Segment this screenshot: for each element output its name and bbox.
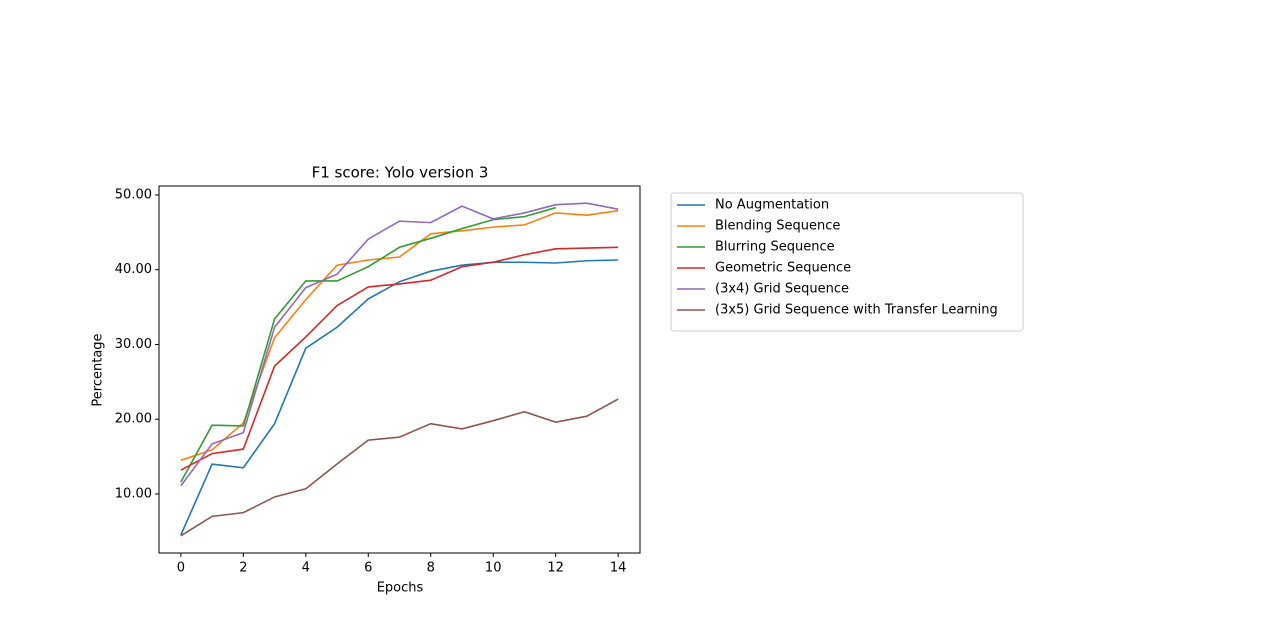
y-tick-label: 30.00: [115, 337, 152, 352]
legend-label: Geometric Sequence: [715, 261, 851, 276]
legend-box: [670, 192, 1024, 332]
x-axis-label: Epochs: [377, 581, 424, 596]
y-tick-label: 40.00: [115, 262, 152, 277]
series-line: [180, 259, 619, 536]
x-tick-label: 10: [485, 561, 502, 576]
legend-label: Blending Sequence: [715, 219, 840, 234]
plot-frame: [158, 185, 641, 554]
y-tick-label: 50.00: [115, 187, 152, 202]
legend-label: (3x5) Grid Sequence with Transfer Learni…: [715, 303, 998, 318]
y-axis-label: Percentage: [91, 333, 106, 406]
x-tick-label: 4: [302, 561, 310, 576]
series-line: [180, 202, 619, 487]
series-line: [180, 209, 619, 462]
legend-label: Blurring Sequence: [715, 240, 835, 255]
x-tick-label: 8: [427, 561, 435, 576]
y-tick-label: 10.00: [115, 486, 152, 501]
x-tick-label: 12: [547, 561, 564, 576]
legend-label: (3x4) Grid Sequence: [715, 282, 849, 297]
series-line: [180, 246, 619, 471]
series-line: [180, 398, 619, 537]
chart-title: F1 score: Yolo version 3: [312, 164, 489, 182]
legend-label: No Augmentation: [715, 198, 829, 213]
x-tick-label: 0: [177, 561, 185, 576]
x-tick-label: 2: [239, 561, 247, 576]
x-tick-label: 6: [364, 561, 372, 576]
x-tick-label: 14: [610, 561, 627, 576]
y-tick-label: 20.00: [115, 412, 152, 427]
